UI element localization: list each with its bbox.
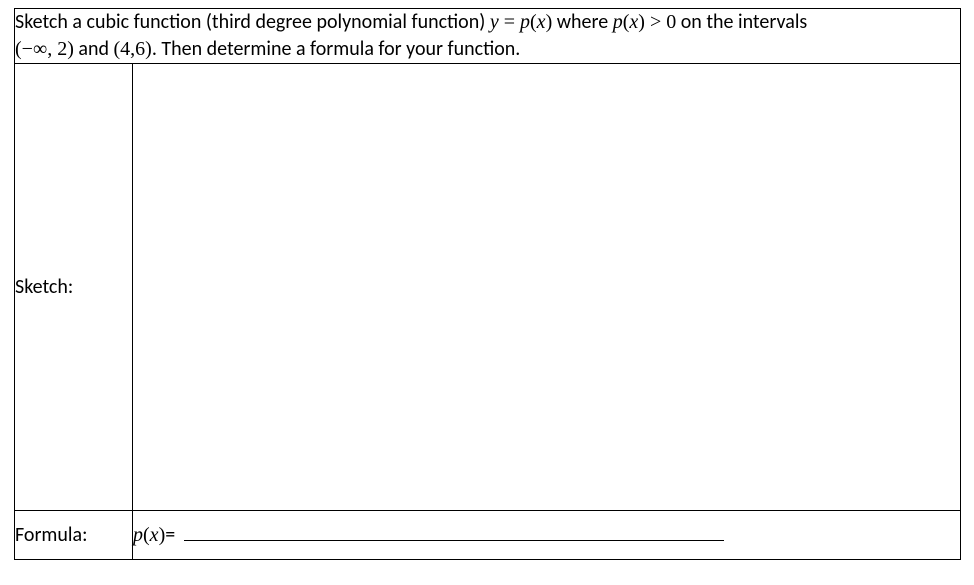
sketch-label-cell: Sketch:	[15, 64, 133, 511]
formula-label: Formula:	[15, 523, 87, 547]
formula-p: p	[133, 524, 143, 546]
prompt-text-mid: where	[552, 10, 612, 34]
math-eq: =	[499, 11, 520, 33]
prompt-text-post2: . Then determine a formula for your func…	[152, 37, 521, 61]
formula-cell: p(x)=	[133, 511, 961, 560]
math-x1: x	[537, 11, 546, 33]
math-gt0: > 0	[645, 11, 676, 33]
sketch-row: Sketch:	[15, 64, 961, 511]
prompt-cell: Sketch a cubic function (third degree po…	[15, 9, 961, 64]
prompt-text-1: Sketch a cubic function (third degree po…	[15, 10, 490, 34]
formula-blank	[184, 525, 724, 541]
worksheet-page: Sketch a cubic function (third degree po…	[0, 0, 974, 568]
sketch-area	[133, 64, 961, 511]
sketch-label: Sketch:	[15, 275, 73, 299]
worksheet-table: Sketch a cubic function (third degree po…	[14, 8, 961, 560]
prompt-text-post1: on the intervals	[676, 10, 807, 34]
interval-1: (−∞, 2)	[15, 38, 74, 60]
prompt-and: and	[74, 37, 114, 61]
formula-label-cell: Formula:	[15, 511, 133, 560]
prompt-row: Sketch a cubic function (third degree po…	[15, 9, 961, 64]
math-p1: p	[520, 11, 530, 33]
math-paren-x1: (	[530, 11, 537, 33]
formula-row: Formula: p(x)=	[15, 511, 961, 560]
interval-2: (4,6)	[114, 38, 152, 60]
math-paren-x2b: )	[638, 11, 645, 33]
formula-equals: =	[165, 523, 179, 547]
math-y: y	[490, 11, 499, 33]
formula-paren-a: (	[143, 524, 150, 546]
math-x2: x	[629, 11, 638, 33]
math-p2: p	[613, 11, 623, 33]
formula-x: x	[150, 524, 159, 546]
